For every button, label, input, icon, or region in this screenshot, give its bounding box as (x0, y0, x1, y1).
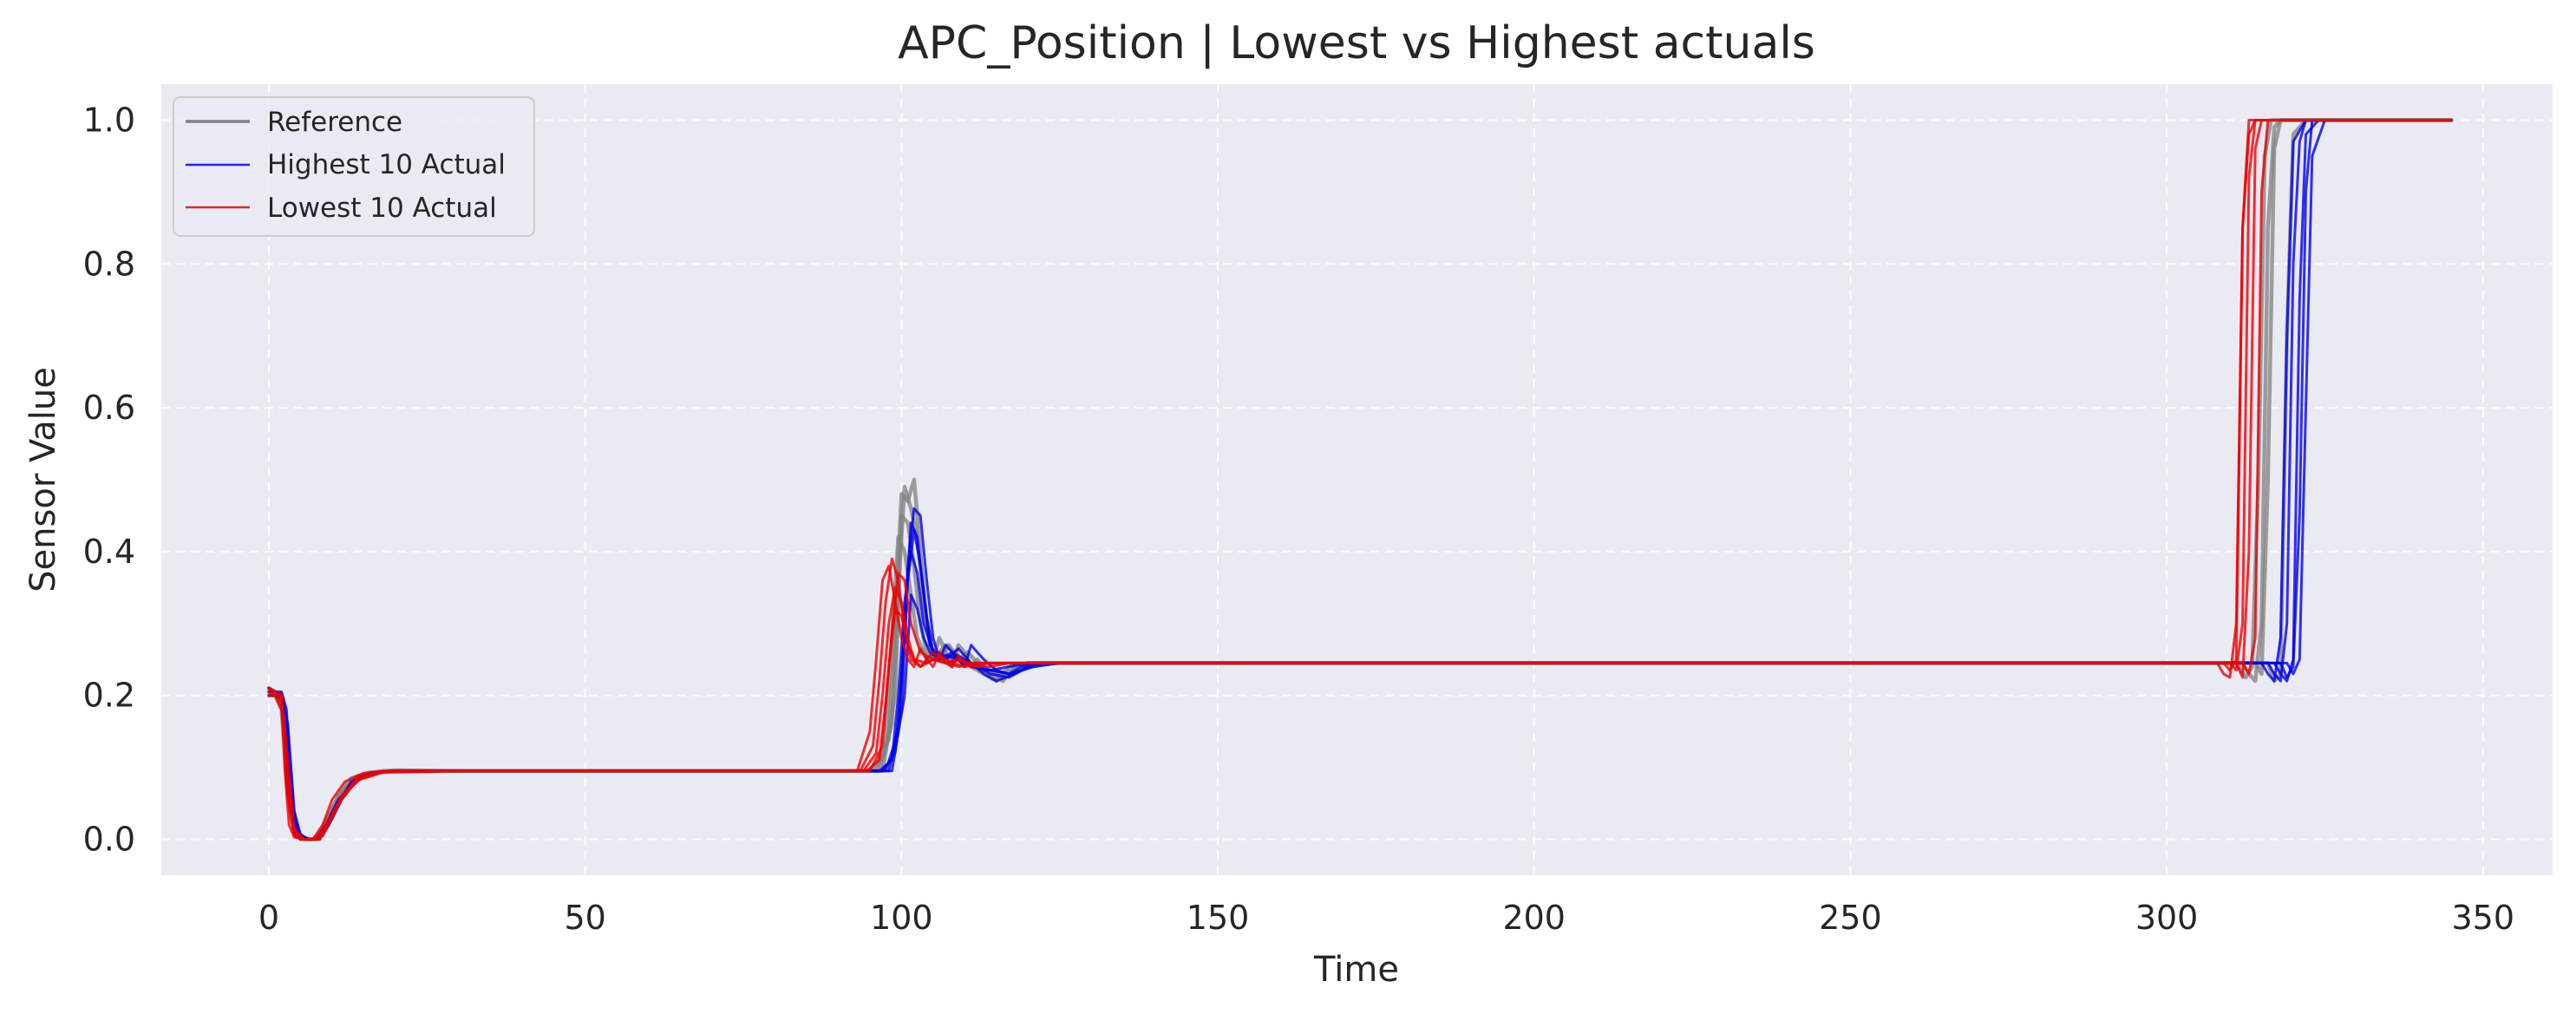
tick-labels: 0 50 100 150 200 250 300 350 0.0 0.2 0.4 0.6 0.8 1.0 (83, 101, 2514, 937)
y-axis-label: Sensor Value (23, 367, 63, 592)
series-lines (266, 118, 2454, 841)
y-tick-label: 0.4 (83, 533, 135, 571)
y-tick-label: 0.8 (83, 245, 135, 283)
plot-background (161, 84, 2553, 875)
x-tick-label: 150 (1187, 899, 1250, 937)
x-tick-label: 200 (1502, 899, 1566, 937)
x-tick-label: 350 (2452, 899, 2515, 937)
y-tick-label: 1.0 (83, 101, 135, 139)
x-tick-label: 250 (1819, 899, 1882, 937)
x-tick-label: 100 (870, 899, 933, 937)
legend: Reference Highest 10 Actual Lowest 10 Ac… (173, 96, 535, 237)
series-lowest (267, 119, 2453, 841)
series-line-lowest (267, 119, 2453, 841)
y-tick-label: 0.0 (83, 821, 135, 859)
series-line-lowest (267, 119, 2453, 841)
x-tick-label: 300 (2135, 899, 2199, 937)
x-tick-label: 50 (564, 899, 605, 937)
chart-title: APC_Position | Lowest vs Highest actuals (898, 17, 1815, 69)
legend-reference-label: Reference (267, 107, 402, 138)
x-axis-label: Time (1313, 950, 1399, 990)
legend-box (173, 96, 535, 237)
legend-lowest-label: Lowest 10 Actual (267, 193, 497, 224)
x-tick-label: 0 (258, 899, 279, 937)
y-tick-label: 0.2 (83, 677, 135, 715)
grid (161, 84, 2553, 875)
y-tick-label: 0.6 (83, 389, 135, 427)
legend-highest-label: Highest 10 Actual (267, 149, 506, 180)
